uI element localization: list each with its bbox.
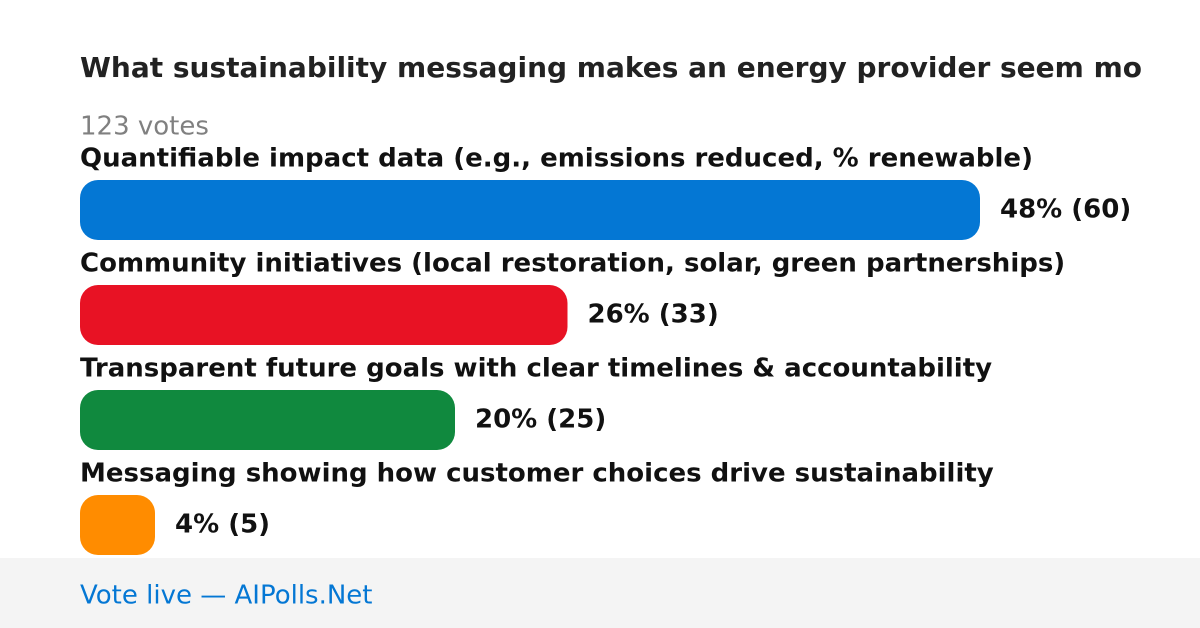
value-label: 4% (5) xyxy=(175,510,270,540)
option-label: Transparent future goals with clear time… xyxy=(80,354,992,384)
option-label: Messaging showing how customer choices d… xyxy=(80,459,994,489)
value-label: 20% (25) xyxy=(475,405,606,435)
value-label: 48% (60) xyxy=(1000,195,1131,225)
bar xyxy=(80,495,155,555)
vote-count: 123 votes xyxy=(80,112,209,142)
option-label: Community initiatives (local restoration… xyxy=(80,249,1065,279)
poll-title: What sustainability messaging makes an e… xyxy=(80,51,1142,84)
footer-bar xyxy=(0,558,1200,628)
bar xyxy=(80,390,455,450)
footer-link[interactable]: Vote live — AIPolls.Net xyxy=(80,581,373,611)
bar xyxy=(80,180,980,240)
value-label: 26% (33) xyxy=(588,300,719,330)
option-label: Quantifiable impact data (e.g., emission… xyxy=(80,144,1033,174)
bar xyxy=(80,285,568,345)
